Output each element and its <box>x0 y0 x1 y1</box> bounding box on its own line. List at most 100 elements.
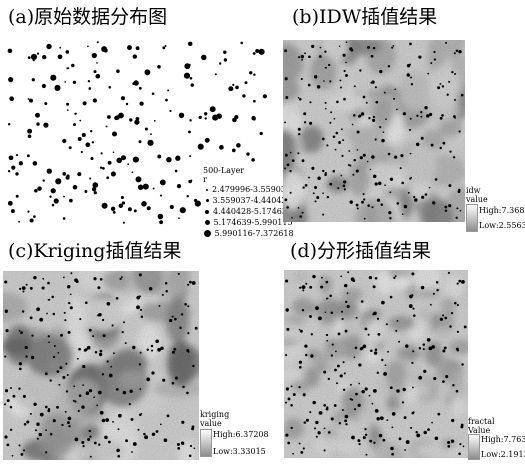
sample-point <box>42 54 47 60</box>
panel-b-legend-sub: value <box>466 195 488 204</box>
sample-point <box>301 308 305 312</box>
sample-point <box>253 73 256 76</box>
sample-point <box>151 92 155 95</box>
sample-point <box>301 211 304 214</box>
sample-point <box>115 296 119 300</box>
sample-point <box>449 150 452 153</box>
sample-point <box>46 312 48 315</box>
sample-point <box>452 384 455 387</box>
sample-point <box>422 343 426 346</box>
sample-point <box>96 41 99 44</box>
sample-point <box>349 47 353 51</box>
sample-point <box>367 333 370 336</box>
sample-point <box>418 55 422 59</box>
sample-point <box>101 418 106 423</box>
sample-point <box>88 328 92 332</box>
sample-point <box>235 85 239 90</box>
sample-point <box>286 163 290 167</box>
sample-point <box>228 86 234 92</box>
sample-point <box>139 388 142 390</box>
sample-point <box>313 75 318 79</box>
sample-point <box>304 344 308 348</box>
sample-point <box>313 427 317 430</box>
sample-point <box>69 198 73 203</box>
sample-point <box>67 330 71 334</box>
sample-point <box>159 194 163 197</box>
sample-point <box>426 114 430 118</box>
sample-point <box>74 400 77 403</box>
sample-point <box>400 154 404 158</box>
sample-point <box>371 206 374 209</box>
sample-point <box>150 344 154 348</box>
panel-a-legend: 500-Layer r 2.479996-3.559036 3.559037-4… <box>203 166 294 239</box>
sample-point <box>346 305 350 309</box>
sample-point <box>317 431 321 435</box>
sample-point <box>424 106 428 110</box>
sample-point <box>12 394 16 398</box>
sample-point <box>401 181 405 185</box>
sample-point <box>255 49 260 53</box>
sample-point <box>132 54 137 59</box>
sample-point <box>361 389 365 394</box>
sample-point <box>96 62 98 64</box>
sample-point <box>65 362 68 365</box>
sample-point <box>321 137 325 141</box>
sample-point <box>171 315 174 318</box>
sample-point <box>325 333 329 337</box>
sample-point <box>111 131 118 137</box>
sample-point <box>9 405 13 409</box>
sample-point <box>449 325 452 328</box>
sample-point <box>302 186 305 189</box>
sample-point <box>297 152 300 155</box>
sample-point <box>26 154 30 158</box>
sample-point <box>187 283 190 286</box>
sample-point <box>391 426 394 429</box>
sample-point <box>345 74 348 77</box>
sample-point <box>120 96 126 101</box>
sample-point <box>187 332 190 335</box>
sample-point <box>433 50 436 54</box>
sample-point <box>88 429 91 433</box>
sample-point <box>347 271 350 274</box>
sample-point <box>423 430 427 435</box>
sample-point <box>62 138 67 144</box>
sample-point <box>26 420 30 424</box>
sample-point <box>186 391 189 395</box>
panel-b-color-ramp <box>466 204 478 232</box>
panel-a-legend-class-1-label: 2.479996-3.559036 <box>212 185 292 194</box>
sample-point <box>383 91 386 94</box>
sample-point <box>396 389 400 393</box>
sample-point <box>8 76 14 83</box>
sample-point <box>298 365 302 369</box>
sample-point <box>20 452 24 456</box>
sample-point <box>411 294 414 297</box>
sample-point <box>342 184 346 188</box>
sample-point <box>58 383 61 386</box>
sample-point <box>129 389 133 393</box>
sample-point <box>146 206 151 211</box>
sample-point <box>303 121 307 124</box>
sample-point <box>83 348 87 352</box>
sample-point <box>174 169 178 173</box>
sample-point <box>460 93 464 97</box>
sample-point <box>118 112 124 119</box>
panel-d-legend-high: High:7.7632 <box>481 435 525 444</box>
sample-point <box>458 188 461 192</box>
sample-point <box>92 182 99 188</box>
sample-point <box>197 143 204 150</box>
sample-point <box>106 115 111 119</box>
panel-b-legend-name: idw <box>466 186 481 195</box>
sample-point <box>57 352 60 354</box>
sample-point <box>358 442 361 446</box>
sample-point <box>374 138 377 141</box>
sample-point <box>63 276 65 279</box>
sample-point <box>321 276 323 279</box>
sample-point <box>178 112 185 119</box>
sample-point <box>163 438 168 443</box>
sample-point <box>10 387 12 389</box>
sample-point <box>161 293 164 296</box>
sample-point <box>291 159 295 162</box>
sample-point <box>116 448 120 453</box>
sample-point <box>420 285 425 290</box>
sample-point <box>194 326 198 330</box>
